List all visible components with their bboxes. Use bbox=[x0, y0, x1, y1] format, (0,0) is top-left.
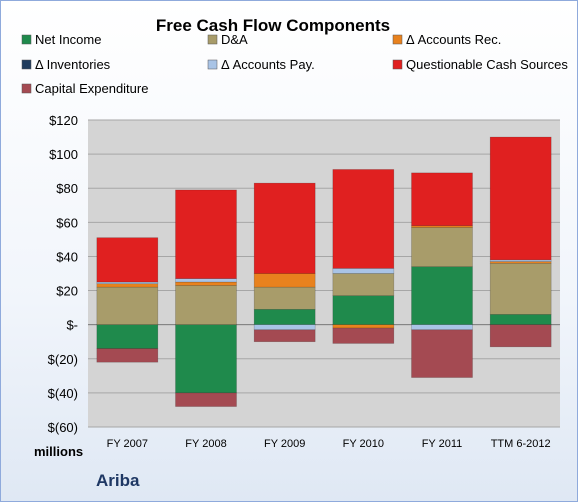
y-tick-label: $(60) bbox=[48, 420, 78, 435]
legend-swatch bbox=[392, 34, 403, 45]
bar-capital-expenditure bbox=[489, 324, 552, 348]
bar-d-a bbox=[411, 227, 473, 267]
y-tick-label: $40 bbox=[56, 249, 78, 264]
bar-questionable-cash-sources bbox=[332, 169, 395, 269]
bar-questionable-cash-sources bbox=[253, 182, 316, 274]
legend-item-d-a: D&A bbox=[207, 32, 248, 47]
legend-swatch bbox=[21, 59, 32, 70]
gridlines bbox=[88, 119, 560, 428]
bar-accounts-rec bbox=[96, 283, 159, 288]
legend-swatch bbox=[392, 59, 403, 70]
x-tick-label: FY 2008 bbox=[185, 438, 226, 450]
bar-net-income bbox=[489, 314, 552, 325]
bar-questionable-cash-sources bbox=[489, 136, 552, 261]
legend-item-accounts-rec: Δ Accounts Rec. bbox=[392, 32, 501, 47]
bar-capital-expenditure bbox=[253, 329, 316, 343]
bar-net-income bbox=[332, 295, 395, 325]
x-tick-label: FY 2009 bbox=[264, 438, 305, 450]
legend-label: Net Income bbox=[35, 32, 101, 47]
bars bbox=[96, 136, 552, 407]
legend-label: Questionable Cash Sources bbox=[406, 57, 568, 72]
bar-d-a bbox=[489, 262, 552, 315]
y-tick-label: $80 bbox=[56, 181, 78, 196]
bar-accounts-pay bbox=[411, 324, 473, 331]
legend-swatch bbox=[207, 59, 218, 70]
bar-capital-expenditure bbox=[332, 327, 395, 344]
unit-label: millions bbox=[34, 444, 83, 459]
y-tick-label: $(40) bbox=[48, 386, 78, 401]
bar-d-a bbox=[253, 286, 316, 310]
bar-capital-expenditure bbox=[175, 392, 237, 407]
legend-item-accounts-pay: Δ Accounts Pay. bbox=[207, 57, 315, 72]
y-tick-label: $(20) bbox=[48, 352, 78, 367]
x-tick-label: TTM 6-2012 bbox=[491, 438, 551, 450]
y-tick-label: $100 bbox=[49, 147, 78, 162]
legend-item-net-income: Net Income bbox=[21, 32, 101, 47]
x-tick-label: FY 2010 bbox=[343, 438, 384, 450]
legend-item-capital-expenditure: Capital Expenditure bbox=[21, 81, 148, 96]
bar-accounts-pay bbox=[175, 278, 237, 283]
plot-area bbox=[88, 120, 560, 427]
legend-label: Δ Accounts Rec. bbox=[406, 32, 501, 47]
bar-capital-expenditure bbox=[96, 348, 159, 363]
legend: Net Income D&A Δ Accounts Rec. Δ Inventorie… bbox=[21, 32, 568, 96]
bar-net-income bbox=[411, 266, 473, 325]
y-tick-label: $20 bbox=[56, 284, 78, 299]
brand-label: Ariba bbox=[96, 471, 140, 490]
legend-label: D&A bbox=[221, 32, 248, 47]
bar-questionable-cash-sources bbox=[411, 172, 473, 227]
bar-net-income bbox=[253, 309, 316, 325]
legend-item-inventories: Δ Inventories bbox=[21, 57, 111, 72]
legend-label: Δ Inventories bbox=[35, 57, 111, 72]
bar-net-income bbox=[175, 324, 237, 394]
y-axis: $120 $100 $80 $60 $40 $20 $- $(20) $(40) $(60) bbox=[48, 113, 78, 435]
legend-label: Capital Expenditure bbox=[35, 81, 148, 96]
x-tick-label: FY 2011 bbox=[422, 438, 463, 450]
legend-item-questionable-cash-sources: Questionable Cash Sources bbox=[392, 57, 568, 72]
legend-swatch bbox=[21, 34, 32, 45]
bar-net-income bbox=[96, 324, 159, 349]
bar-questionable-cash-sources bbox=[96, 237, 159, 283]
legend-label: Δ Accounts Pay. bbox=[221, 57, 315, 72]
bar-capital-expenditure bbox=[411, 329, 473, 378]
bar-accounts-pay bbox=[253, 324, 316, 331]
legend-swatch bbox=[21, 83, 32, 94]
bar-accounts-rec bbox=[175, 281, 237, 286]
bar-accounts-rec bbox=[332, 324, 395, 329]
bar-accounts-pay bbox=[332, 268, 395, 274]
bar-d-a bbox=[332, 273, 395, 296]
y-tick-label: $60 bbox=[56, 215, 78, 230]
x-tick-label: FY 2007 bbox=[107, 438, 148, 450]
y-tick-label: $120 bbox=[49, 113, 78, 128]
x-axis: FY 2007 FY 2008 FY 2009 FY 2010 FY 2011 TTM 6… bbox=[107, 438, 551, 450]
legend-swatch bbox=[207, 34, 218, 45]
bar-questionable-cash-sources bbox=[175, 189, 237, 279]
bar-accounts-rec bbox=[253, 273, 316, 288]
chart-title: Free Cash Flow Components bbox=[156, 16, 390, 35]
y-tick-label: $- bbox=[66, 318, 78, 333]
bar-d-a bbox=[175, 285, 237, 325]
bar-d-a bbox=[96, 286, 159, 325]
